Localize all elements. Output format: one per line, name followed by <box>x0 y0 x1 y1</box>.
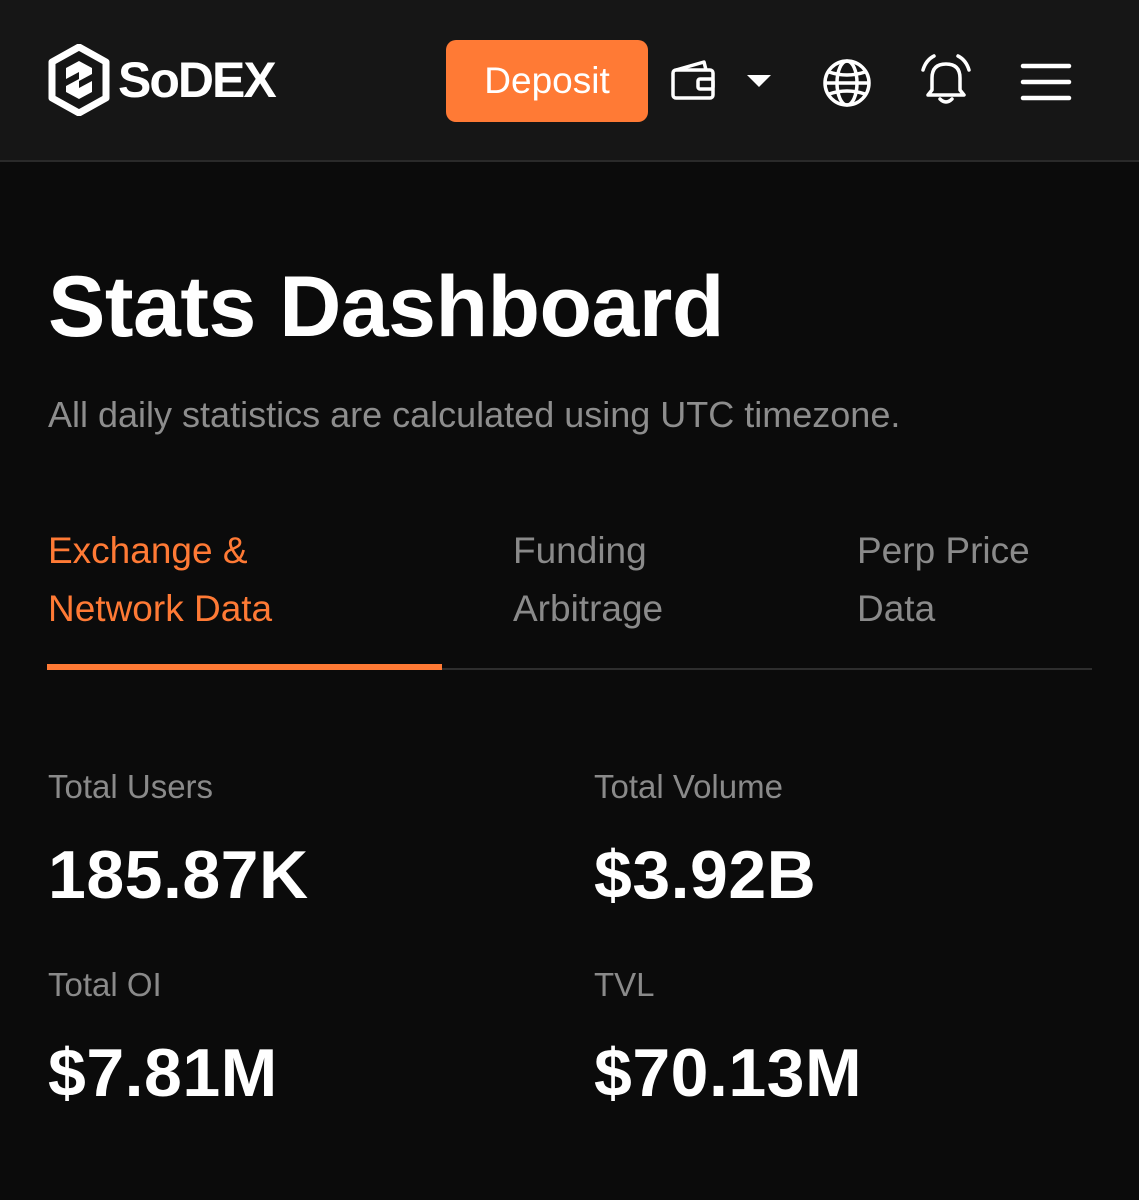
globe-icon[interactable] <box>820 56 874 110</box>
brand-name: SoDEX <box>118 52 277 108</box>
tab-label-line-2: Arbitrage <box>513 588 664 629</box>
wallet-icon <box>671 60 715 100</box>
wallet-dropdown-button[interactable] <box>670 56 780 106</box>
stat-tvl: TVL $70.13M <box>594 966 862 1112</box>
top-navigation-bar: SoDEX Deposit <box>0 0 1139 162</box>
stat-value: $70.13M <box>594 1035 863 1111</box>
stat-total-users: Total Users 185.87K <box>48 768 309 914</box>
page-title: Stats Dashboard <box>48 259 724 355</box>
tab-label-line-2: Data <box>857 588 936 629</box>
stat-value: 185.87K <box>48 837 309 913</box>
tab-perp-price-data[interactable]: Perp Price Data <box>857 522 1087 638</box>
stat-value: $7.81M <box>48 1035 278 1111</box>
stat-total-oi: Total OI $7.81M <box>48 966 278 1112</box>
tab-funding-arbitrage[interactable]: Funding Arbitrage <box>513 522 773 638</box>
stats-tab-bar: Exchange & Network Data Funding Arbitrag… <box>47 516 1092 670</box>
hamburger-menu-icon[interactable] <box>1020 60 1072 104</box>
page-subtitle: All daily statistics are calculated usin… <box>48 394 901 435</box>
deposit-button[interactable]: Deposit <box>446 40 648 122</box>
bell-icon[interactable] <box>918 52 974 108</box>
tab-label-line-1: Exchange & <box>48 530 248 571</box>
stat-total-volume: Total Volume $3.92B <box>594 768 816 914</box>
active-tab-indicator <box>47 664 442 670</box>
stat-label: TVL <box>594 966 655 1003</box>
brand-logo[interactable]: SoDEX <box>48 44 277 116</box>
stat-label: Total Users <box>48 768 214 805</box>
tab-label-line-1: Funding <box>513 530 647 571</box>
tab-exchange-network-data[interactable]: Exchange & Network Data <box>48 522 378 638</box>
tab-label-line-1: Perp Price <box>857 530 1030 571</box>
stat-label: Total OI <box>48 966 162 1003</box>
tab-label-line-2: Network Data <box>48 588 273 629</box>
chevron-down-icon <box>747 75 771 87</box>
stat-label: Total Volume <box>594 768 783 805</box>
stat-value: $3.92B <box>594 837 817 913</box>
cube-logo-icon <box>48 44 110 116</box>
